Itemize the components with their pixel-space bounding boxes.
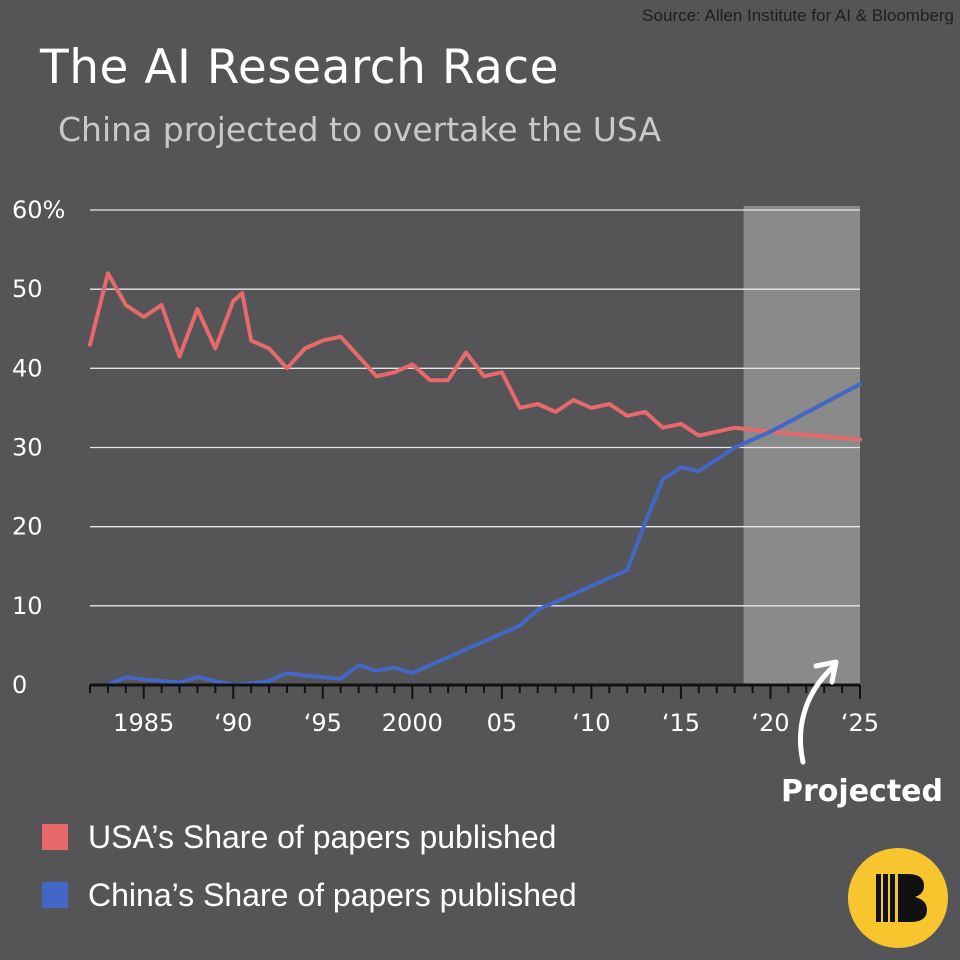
y-tick-label: 50 <box>12 275 43 303</box>
x-tick-label: ‘90 <box>214 709 252 737</box>
x-tick-label: ‘25 <box>841 709 879 737</box>
legend-swatch-china <box>42 882 68 908</box>
projected-region <box>743 206 860 685</box>
legend-swatch-usa <box>42 824 68 850</box>
legend-item-usa: USA’s Share of papers published <box>42 808 577 866</box>
legend-item-china: China’s Share of papers published <box>42 866 577 924</box>
x-tick-label: 1985 <box>113 709 174 737</box>
y-tick-label: 10 <box>12 592 43 620</box>
legend: USA’s Share of papers published China’s … <box>42 808 577 924</box>
y-tick-label: 0 <box>12 671 27 699</box>
x-tick-label: 2000 <box>382 709 443 737</box>
series-line-usa <box>88 271 862 442</box>
series-line-china <box>105 382 862 687</box>
bloomberg-logo-icon <box>848 848 948 948</box>
chart-title: The AI Research Race <box>40 40 560 95</box>
x-tick-label: ‘15 <box>662 709 700 737</box>
legend-label-usa: USA’s Share of papers published <box>88 818 557 855</box>
source-note: Source: Allen Institute for AI & Bloombe… <box>642 6 954 25</box>
projected-label: Projected <box>781 774 943 809</box>
y-tick-label: 60% <box>12 196 65 224</box>
x-tick-label: ‘95 <box>304 709 342 737</box>
x-tick-label: ‘10 <box>572 709 610 737</box>
projected-arrowhead-icon <box>813 659 839 685</box>
x-tick-label: 05 <box>487 709 518 737</box>
y-tick-label: 20 <box>12 513 43 541</box>
chart-subtitle: China projected to overtake the USA <box>58 110 662 149</box>
projected-arrow-icon <box>798 664 836 765</box>
y-tick-label: 40 <box>12 354 43 382</box>
y-tick-label: 30 <box>12 434 43 462</box>
x-tick-label: ‘20 <box>751 709 789 737</box>
legend-label-china: China’s Share of papers published <box>88 876 577 913</box>
